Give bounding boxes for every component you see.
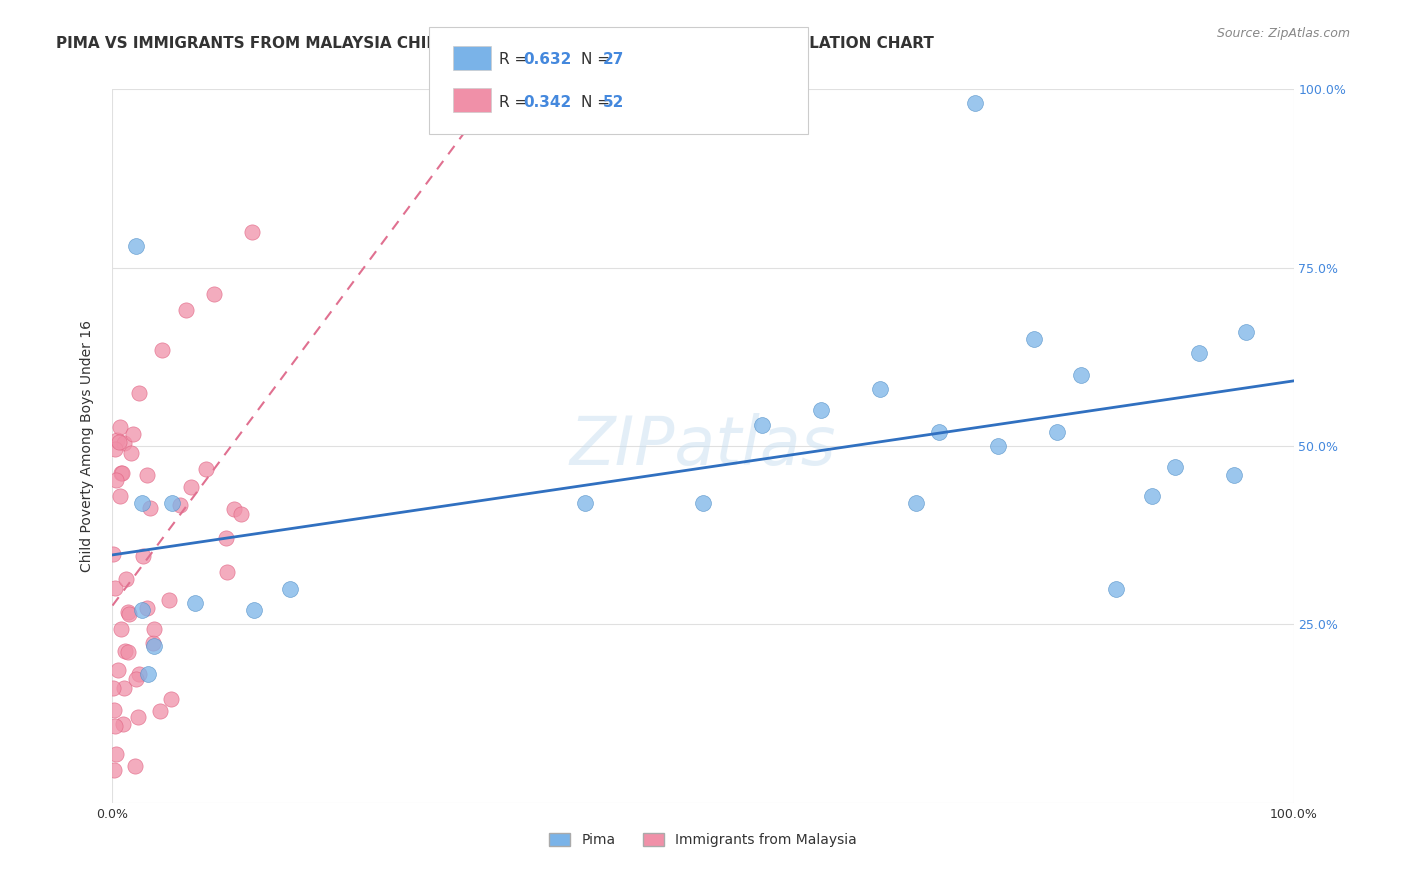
Point	[104, 719, 127, 733]
Point	[125, 673, 148, 687]
Point	[107, 663, 129, 677]
Point	[104, 581, 127, 595]
Point	[103, 763, 125, 777]
Point	[160, 692, 183, 706]
Point	[142, 639, 165, 653]
Point	[127, 710, 149, 724]
Point	[135, 468, 157, 483]
Text: 0.632: 0.632	[523, 53, 571, 67]
Point	[132, 549, 155, 564]
Point	[810, 403, 832, 417]
Point	[108, 420, 131, 434]
Point	[128, 666, 150, 681]
Point	[157, 592, 180, 607]
Point	[215, 531, 238, 545]
Point	[1140, 489, 1163, 503]
Point	[111, 466, 134, 480]
Point	[107, 434, 129, 449]
Point	[160, 496, 183, 510]
Point	[128, 386, 150, 401]
Text: 0.342: 0.342	[523, 95, 571, 110]
Point	[224, 502, 246, 516]
Point	[174, 303, 197, 318]
Point	[111, 717, 134, 731]
Point	[131, 496, 153, 510]
Point	[101, 681, 124, 695]
Point	[125, 239, 148, 253]
Point	[149, 704, 172, 718]
Point	[574, 496, 596, 510]
Point	[150, 343, 173, 357]
Point	[1046, 425, 1069, 439]
Text: Source: ZipAtlas.com: Source: ZipAtlas.com	[1216, 27, 1350, 40]
Point	[112, 436, 135, 450]
Text: N =: N =	[581, 53, 614, 67]
Point	[138, 500, 160, 515]
Point	[242, 225, 264, 239]
Point	[904, 496, 927, 510]
Point	[243, 603, 266, 617]
Point	[141, 636, 163, 650]
Point	[117, 645, 139, 659]
Point	[1188, 346, 1211, 360]
Point	[1164, 460, 1187, 475]
Point	[142, 622, 165, 636]
Point	[751, 417, 773, 432]
Point	[928, 425, 950, 439]
Y-axis label: Child Poverty Among Boys Under 16: Child Poverty Among Boys Under 16	[80, 320, 94, 572]
Text: N =: N =	[581, 95, 614, 110]
Point	[692, 496, 714, 510]
Text: PIMA VS IMMIGRANTS FROM MALAYSIA CHILD POVERTY AMONG BOYS UNDER 16 CORRELATION C: PIMA VS IMMIGRANTS FROM MALAYSIA CHILD P…	[56, 36, 934, 51]
Point	[217, 566, 239, 580]
Point	[120, 446, 142, 460]
Point	[169, 498, 191, 512]
Point	[124, 759, 146, 773]
Text: R =: R =	[499, 95, 533, 110]
Point	[229, 507, 252, 521]
Point	[1070, 368, 1092, 382]
Point	[136, 600, 159, 615]
Point	[101, 547, 124, 561]
Text: 27: 27	[603, 53, 624, 67]
Point	[104, 747, 127, 762]
Point	[1234, 325, 1257, 339]
Point	[104, 442, 127, 457]
Point	[987, 439, 1010, 453]
Point	[110, 622, 132, 636]
Point	[105, 474, 128, 488]
Point	[963, 96, 986, 111]
Point	[108, 489, 131, 503]
Text: ZIPatlas: ZIPatlas	[569, 413, 837, 479]
Point	[110, 466, 132, 480]
Point	[278, 582, 301, 596]
Point	[1223, 467, 1246, 482]
Point	[180, 480, 202, 494]
Point	[114, 644, 136, 658]
Point	[103, 703, 125, 717]
Point	[118, 607, 141, 621]
Point	[195, 462, 218, 476]
Legend: Pima, Immigrants from Malaysia: Pima, Immigrants from Malaysia	[544, 828, 862, 853]
Point	[114, 572, 136, 586]
Point	[202, 286, 225, 301]
Point	[184, 596, 207, 610]
Point	[1022, 332, 1045, 346]
Point	[1105, 582, 1128, 596]
Point	[869, 382, 891, 396]
Point	[117, 605, 139, 619]
Point	[105, 433, 128, 447]
Point	[122, 427, 145, 442]
Point	[136, 667, 159, 681]
Point	[112, 681, 135, 695]
Point	[131, 603, 153, 617]
Text: 52: 52	[603, 95, 624, 110]
Text: R =: R =	[499, 53, 533, 67]
